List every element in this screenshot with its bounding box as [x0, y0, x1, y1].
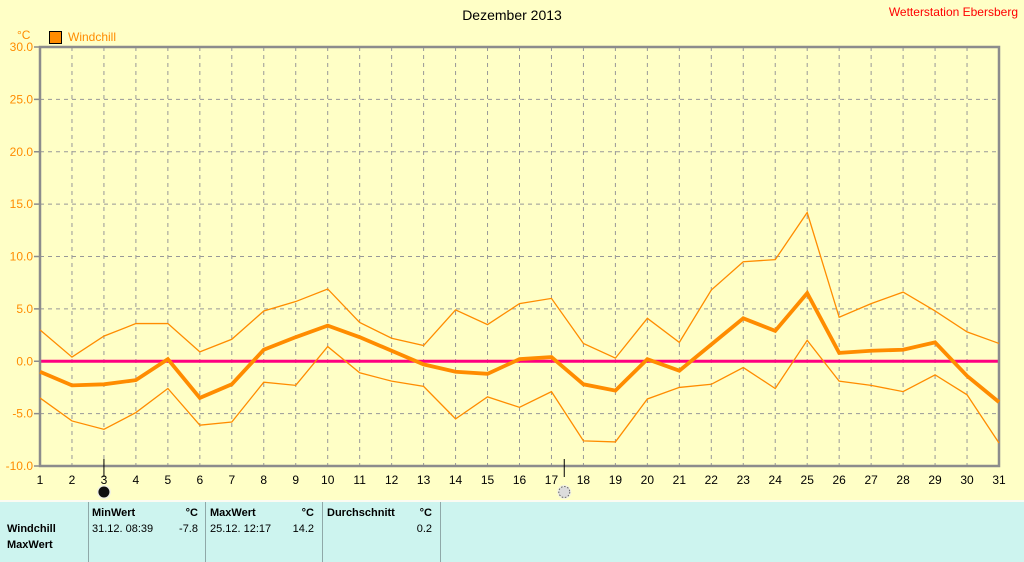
x-axis-label: 9 — [292, 473, 299, 487]
full-moon-icon — [558, 486, 571, 498]
x-axis-label: 21 — [673, 473, 687, 487]
legend-label: Windchill — [68, 30, 117, 44]
table-separator — [322, 502, 323, 562]
legend-swatch-icon — [49, 30, 62, 44]
x-axis-label: 31 — [992, 473, 1006, 487]
station-label: Wetterstation Ebersberg — [888, 5, 1018, 19]
x-axis-label: 23 — [737, 473, 751, 487]
maxwert-header-label: MaxWert — [210, 507, 256, 519]
minwert-unit-label: °C — [185, 507, 198, 519]
y-axis-label: 15.0 — [10, 197, 34, 211]
durchschnitt-unit-label: °C — [419, 507, 432, 519]
new-moon-icon — [98, 486, 110, 498]
x-axis-label: 8 — [260, 473, 267, 487]
x-axis-label: 11 — [353, 473, 366, 487]
x-axis-label: 16 — [513, 473, 527, 487]
chart-canvas: -10.0-5.00.05.010.015.020.025.030.01 2 3 4 5… — [6, 40, 1006, 499]
series-windchill-tagesmaximum — [39, 211, 1000, 359]
plot-border — [38, 45, 1001, 468]
table-separator — [88, 502, 89, 562]
durchschnitt-value: 0.2 — [416, 523, 432, 535]
durchschnitt-cell: 0.2 — [327, 523, 432, 535]
maxwert-datetime: 25.12. 12:17 — [210, 523, 272, 535]
y-axis-label: -10.0 — [6, 459, 34, 473]
y-axis-unit-label: °C — [17, 28, 31, 42]
maxwert-value: 14.2 — [292, 523, 314, 535]
x-axis-label: 6 — [196, 473, 203, 487]
table-row-label: Windchill — [7, 523, 56, 535]
x-axis-label: 5 — [165, 473, 172, 487]
x-axis-label: 17 — [545, 473, 559, 487]
table-header-durchschnitt: Durchschnitt °C — [327, 507, 432, 519]
y-axis-label: 20.0 — [10, 145, 34, 159]
x-axis-label: 20 — [641, 473, 655, 487]
stats-table: MinWert °C MaxWert °C Durchschnitt °C Wi… — [0, 500, 1024, 562]
table-separator — [440, 502, 441, 562]
x-axis-label: 22 — [705, 473, 719, 487]
x-axis-label: 7 — [228, 473, 235, 487]
x-axis-label: 15 — [481, 473, 495, 487]
y-axis-label: 0.0 — [16, 354, 33, 368]
series-windchill — [39, 289, 1001, 404]
x-axis-label: 25 — [801, 473, 815, 487]
y-axis-label: 10.0 — [10, 250, 34, 264]
x-axis-label: 24 — [769, 473, 783, 487]
minwert-value: -7.8 — [179, 523, 198, 535]
table-separator — [205, 502, 206, 562]
maxwert-cell: 25.12. 12:17 14.2 — [210, 523, 314, 535]
maxwert-unit-label: °C — [301, 507, 314, 519]
minwert-cell: 31.12. 08:39 -7.8 — [92, 523, 198, 535]
x-axis-label: 14 — [449, 473, 463, 487]
x-axis-label: 10 — [321, 473, 335, 487]
x-axis-label: 3 — [101, 473, 108, 487]
table-clipped-row-label: MaxWert — [7, 539, 53, 551]
x-axis-label: 18 — [577, 473, 591, 487]
x-axis-label: 12 — [385, 473, 399, 487]
x-axis-label: 29 — [928, 473, 942, 487]
x-axis-label: 2 — [69, 473, 76, 487]
x-axis-label: 27 — [864, 473, 878, 487]
series-windchill-tagesminimum — [39, 339, 1000, 444]
x-axis-label: 4 — [133, 473, 140, 487]
x-axis-label: 26 — [832, 473, 846, 487]
x-axis-label: 28 — [896, 473, 910, 487]
durchschnitt-header-label: Durchschnitt — [327, 507, 395, 519]
x-axis-label: 13 — [417, 473, 431, 487]
x-axis-label: 30 — [960, 473, 974, 487]
weather-chart-app: { "header": { "title": "Dezember 2013", … — [0, 5, 1024, 562]
y-axis-label: 30.0 — [10, 40, 34, 54]
minwert-datetime: 31.12. 08:39 — [92, 523, 154, 535]
table-header-minwert: MinWert °C — [92, 507, 198, 519]
legend: Windchill — [49, 30, 116, 44]
x-axis-label: 1 — [37, 473, 44, 487]
x-axis-label: 19 — [609, 473, 623, 487]
y-axis-label: -5.0 — [12, 407, 33, 421]
y-axis-label: 25.0 — [10, 92, 34, 106]
y-axis-label: 5.0 — [16, 302, 33, 316]
minwert-header-label: MinWert — [92, 507, 136, 519]
table-header-maxwert: MaxWert °C — [210, 507, 314, 519]
page-title: Dezember 2013 — [462, 7, 562, 23]
